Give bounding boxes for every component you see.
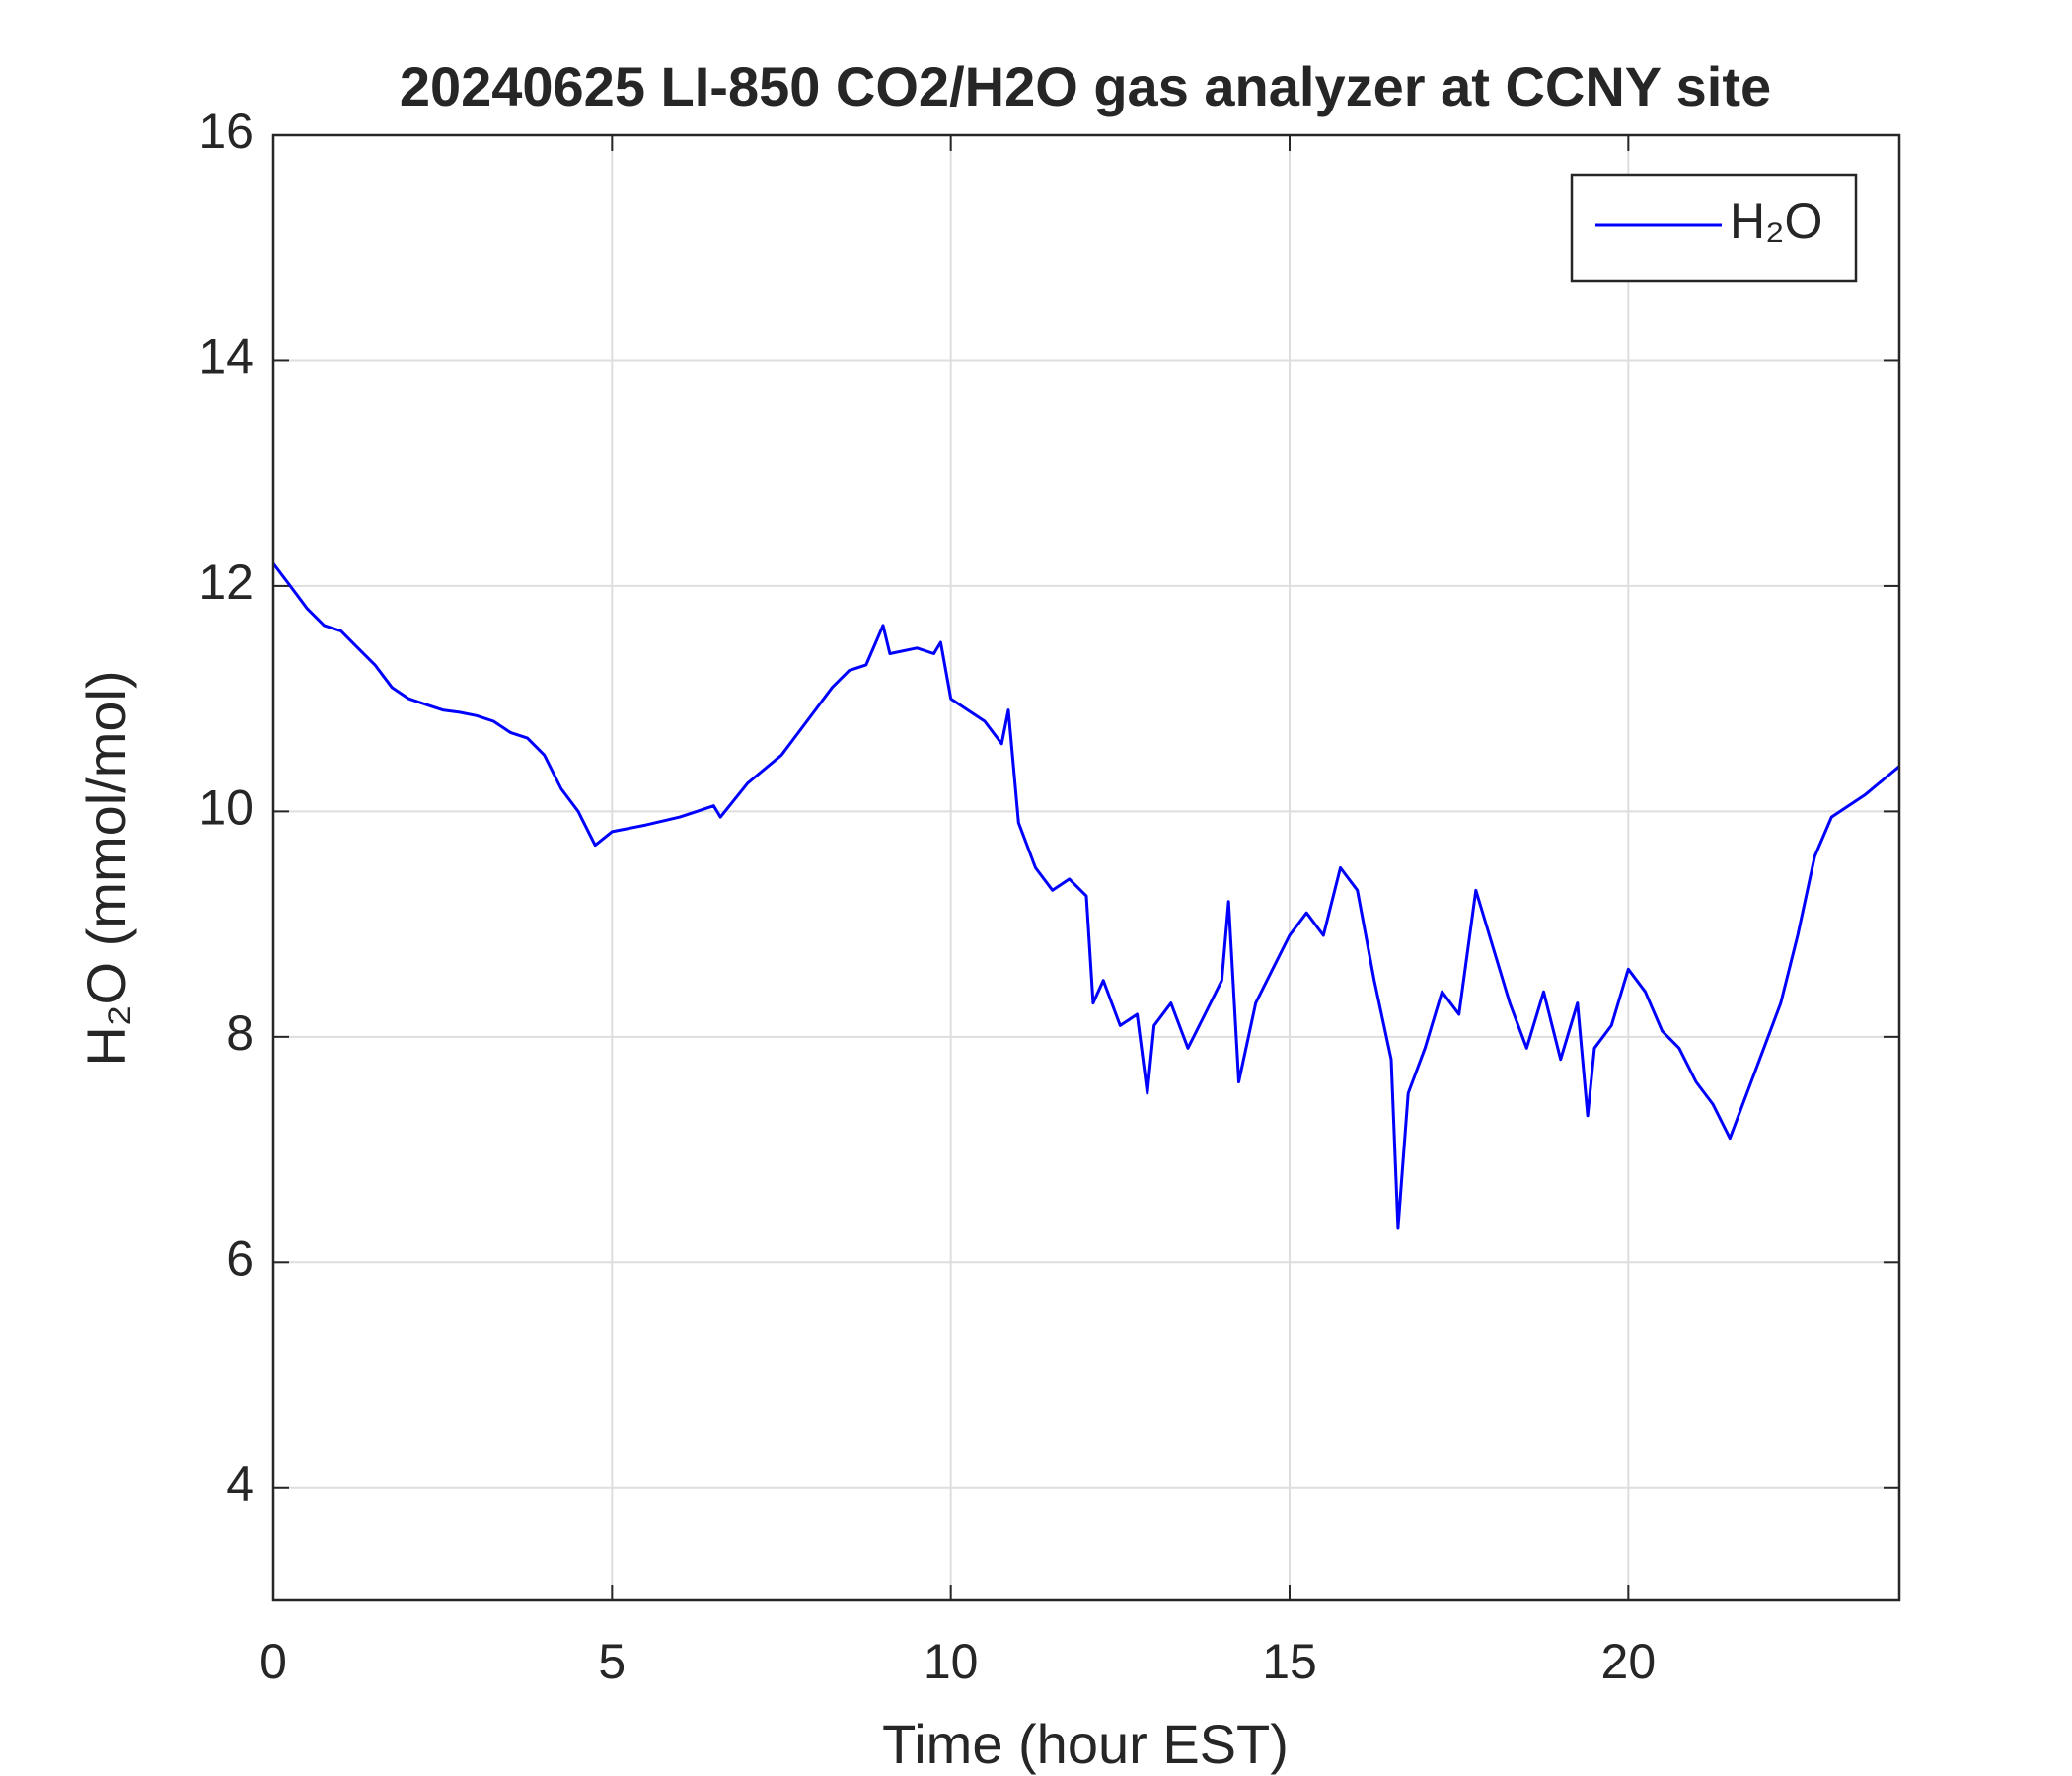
y-tick-label: 16 (198, 104, 254, 159)
x-tick-label: 5 (598, 1634, 626, 1689)
x-tick-label: 20 (1601, 1634, 1657, 1689)
plot-area (273, 135, 1899, 1600)
plot-frame (271, 133, 1901, 1602)
y-axis-label: H₂O (mmol/mol) (75, 670, 137, 1066)
legend-label: H₂O (1730, 193, 1822, 249)
y-tick-label: 14 (198, 330, 254, 385)
y-tick-label: 12 (198, 555, 254, 610)
x-tick-label: 15 (1262, 1634, 1317, 1689)
data-line (271, 562, 1900, 1230)
legend-box (1570, 173, 1858, 283)
y-tick-label: 6 (226, 1231, 254, 1287)
x-axis-label: Time (hour EST) (882, 1713, 1289, 1775)
x-tick-label: 0 (259, 1634, 287, 1689)
x-tick-label: 10 (924, 1634, 979, 1689)
y-tick-label: 10 (198, 780, 254, 836)
y-tick-label: 8 (226, 1005, 254, 1061)
y-tick-label: 4 (226, 1456, 254, 1512)
chart-title: 20240625 LI-850 CO2/H2O gas analyzer at … (400, 55, 1771, 117)
